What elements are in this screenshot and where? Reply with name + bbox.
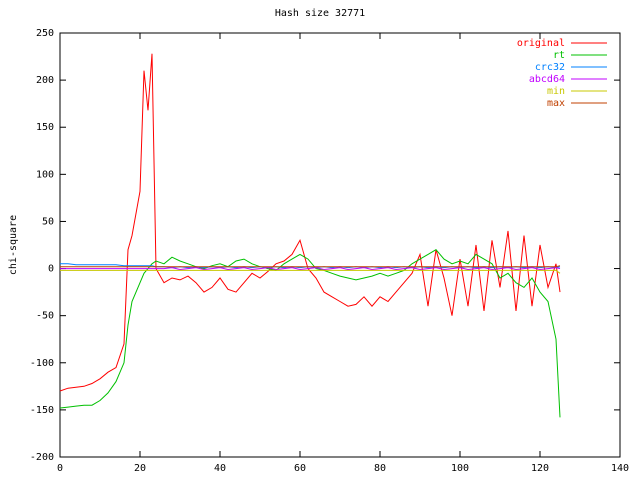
y-tick-label: -150 [30, 405, 54, 416]
x-tick-label: 120 [531, 463, 549, 474]
x-tick-label: 0 [57, 463, 63, 474]
legend-label: rt [553, 50, 565, 61]
y-tick-label: 250 [36, 28, 54, 39]
y-tick-label: 200 [36, 75, 54, 86]
series-line [60, 265, 561, 268]
y-tick-label: 0 [48, 264, 54, 275]
y-tick-label: -200 [30, 452, 54, 463]
y-axis-label: chi-square [8, 215, 19, 275]
series-line [60, 269, 561, 274]
plot-frame [59, 32, 621, 458]
series-line [60, 267, 561, 271]
legend-label: abcd64 [529, 74, 565, 85]
x-tick-label: 20 [134, 463, 146, 474]
x-tick-label: 40 [214, 463, 226, 474]
series-line [59, 53, 561, 392]
x-tick-label: 140 [611, 463, 629, 474]
y-tick-label: -50 [36, 311, 54, 322]
y-tick-label: -100 [30, 358, 54, 369]
chart-title: Hash size 32771 [275, 8, 365, 19]
legend-label: crc32 [535, 62, 565, 73]
x-tick-label: 60 [294, 463, 306, 474]
y-tick-label: 150 [36, 122, 54, 133]
legend-label: min [547, 86, 565, 97]
series-line [59, 249, 561, 418]
legend-label: original [517, 38, 565, 49]
x-tick-label: 100 [451, 463, 469, 474]
legend-label: max [547, 98, 565, 109]
x-tick-label: 80 [374, 463, 386, 474]
y-tick-label: 100 [36, 169, 54, 180]
series-line [60, 263, 561, 269]
y-tick-label: 50 [42, 216, 54, 227]
